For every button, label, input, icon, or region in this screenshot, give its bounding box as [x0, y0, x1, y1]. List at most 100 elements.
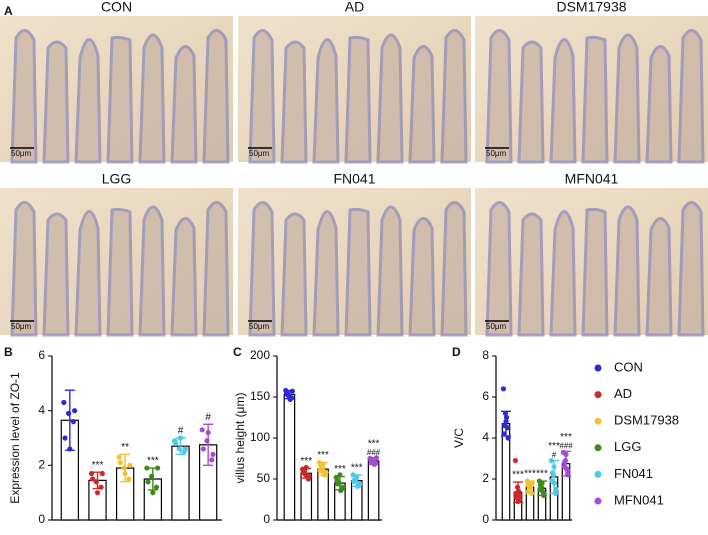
data-point [153, 484, 160, 490]
scale-label: 50μm [486, 149, 507, 158]
error-bar [334, 475, 345, 491]
error-bar [537, 480, 547, 497]
y-tick-label: 200 [250, 348, 270, 362]
y-tick-label: 6 [482, 389, 489, 403]
y-tick-label: 0 [38, 512, 45, 526]
data-point [500, 386, 506, 392]
data-point [209, 457, 215, 463]
villus [677, 201, 705, 337]
villus [613, 205, 641, 337]
villus [677, 29, 705, 164]
error-bar [351, 474, 362, 488]
villus [248, 29, 276, 164]
villus [106, 35, 134, 164]
significance: *** [92, 460, 104, 471]
villus [344, 35, 372, 164]
data-point [173, 440, 179, 447]
significance: ### [367, 448, 381, 457]
villus [280, 212, 308, 337]
significance: ** [121, 442, 129, 453]
panel-label: A [4, 4, 13, 18]
image-title: DSM17938 [556, 0, 626, 15]
scale-label: 50μm [486, 322, 507, 331]
scale-label: 50μm [11, 322, 32, 331]
significance: ### [559, 441, 573, 450]
data-point [284, 391, 290, 398]
data-point [318, 463, 324, 469]
data-point [61, 399, 67, 406]
legend-marker [594, 364, 602, 372]
y-tick-label: 100 [250, 430, 270, 444]
data-point [338, 487, 344, 494]
significance: # [552, 451, 557, 460]
villus [408, 217, 436, 337]
significance: *** [560, 432, 572, 443]
y-axis-label: villus height (μm) [233, 393, 247, 484]
villus [138, 33, 166, 164]
villus [581, 207, 609, 337]
villus [312, 210, 340, 337]
y-tick-label: 2 [38, 458, 45, 472]
data-point [90, 476, 96, 482]
villus [517, 40, 545, 164]
legend-label: LGG [614, 439, 641, 454]
image-title: CON [101, 0, 132, 15]
legend-label: CON [614, 359, 643, 374]
error-bar [175, 437, 186, 456]
data-point [505, 435, 511, 441]
significance: *** [548, 441, 560, 452]
image-title: FN041 [333, 171, 375, 187]
y-axis-label: V/C [452, 428, 466, 448]
villus [376, 33, 404, 164]
villus [106, 207, 134, 337]
villus [202, 29, 230, 164]
y-tick-label: 8 [482, 348, 489, 362]
error-bar [147, 467, 158, 491]
error-bar [284, 389, 295, 400]
significance: *** [351, 463, 363, 474]
y-tick-label: 0 [263, 512, 270, 526]
micrograph [238, 188, 471, 337]
data-point [127, 462, 133, 468]
data-point [287, 396, 293, 403]
data-point [116, 454, 122, 460]
bar [367, 460, 380, 521]
villus [645, 217, 673, 337]
y-tick-label: 2 [482, 471, 489, 485]
villus [344, 207, 372, 337]
error-bar [525, 480, 535, 495]
significance: *** [300, 456, 312, 467]
legend-label: AD [614, 386, 632, 401]
bar [171, 445, 190, 521]
data-point [210, 451, 216, 457]
error-bar [301, 467, 312, 479]
villus [42, 212, 70, 337]
micrograph [0, 188, 233, 337]
villus [170, 217, 198, 337]
villus [517, 212, 545, 337]
villus [202, 201, 230, 337]
error-bar [513, 481, 523, 504]
error-bar [203, 423, 214, 467]
data-point [200, 446, 206, 452]
panel-label: D [452, 345, 461, 359]
error-bar [92, 471, 103, 490]
villus [42, 40, 70, 164]
data-point [335, 481, 341, 487]
micrograph [0, 16, 233, 164]
significance: # [205, 412, 211, 423]
data-point [529, 480, 535, 486]
villus [549, 38, 577, 164]
villus [74, 38, 102, 164]
data-point [289, 388, 295, 394]
legend-marker [594, 391, 602, 399]
data-point [126, 476, 132, 482]
legend-label: MFN041 [614, 492, 664, 507]
significance: *** [524, 469, 536, 480]
data-point [512, 457, 518, 464]
y-axis-label: Expression level of ZO-1 [8, 372, 22, 504]
legend-marker [594, 444, 602, 452]
y-tick-label: 4 [482, 430, 489, 444]
legend-marker [594, 417, 602, 425]
